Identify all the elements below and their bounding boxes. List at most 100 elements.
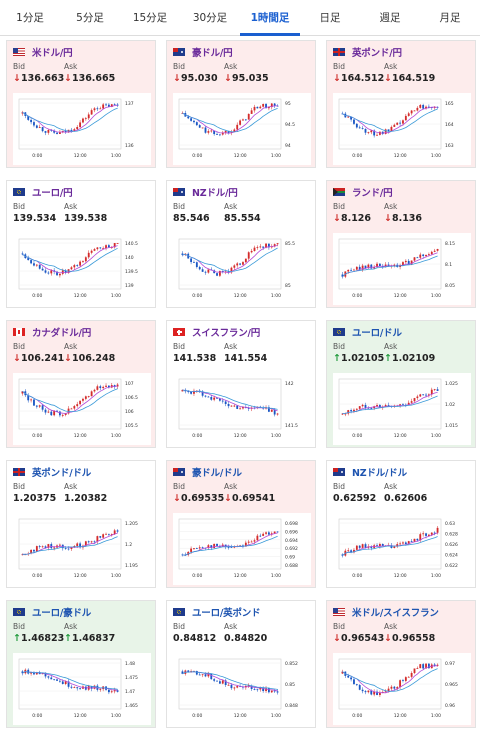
candle-body [210, 130, 213, 132]
price-row: ↓136.663↓136.665 [13, 73, 115, 84]
currency-card[interactable]: 米ドル/円 Bid Ask ↓136.663↓136.665 137 136 0:00 12:… [6, 40, 156, 168]
bid-price: 85.546 [173, 213, 210, 224]
y-tick-label: 1.205 [125, 521, 138, 527]
currency-pair-title[interactable]: 豪ドル/ドル [192, 468, 242, 479]
currency-pair-title[interactable]: NZドル/円 [192, 188, 238, 199]
x-tick-label: 0:00 [32, 153, 42, 159]
mini-chart[interactable]: 0.852 0.85 0.848 0:00 12:00 1:00 [173, 653, 311, 725]
x-tick-label: 1:00 [271, 293, 281, 299]
currency-card[interactable]: スイスフラン/円 Bid Ask 141.538 141.554 142 141.5 0:00… [166, 320, 316, 448]
y-tick-label: 1.48 [125, 661, 135, 667]
candle-body [53, 547, 56, 549]
mini-chart[interactable]: 142 141.5 0:00 12:00 1:00 [173, 373, 311, 445]
x-tick-label: 1:00 [271, 153, 281, 159]
currency-card[interactable]: ユーロ/ドル Bid Ask ↑1.02105↑1.02109 1.025 1.02 1.0… [326, 320, 476, 448]
mini-chart[interactable]: 165 164 163 0:00 12:00 1:00 [333, 93, 471, 165]
tab-6[interactable]: 週足 [379, 12, 401, 24]
currency-pair-title[interactable]: 米ドル/スイスフラン [352, 608, 439, 619]
currency-pair-title[interactable]: カナダドル/円 [32, 328, 92, 339]
mini-chart[interactable]: 107 106.5 106 105.5 0:00 12:00 1:00 [13, 373, 151, 445]
candle-body [102, 248, 105, 249]
moving-average-line [22, 245, 118, 274]
x-tick-label: 12:00 [234, 713, 247, 719]
currency-pair-title[interactable]: 英ポンド/円 [352, 48, 402, 59]
mini-chart[interactable]: 140.5 140 139.5 139 0:00 12:00 1:00 [13, 233, 151, 305]
tab-3[interactable]: 30分足 [192, 12, 228, 24]
candle-body [50, 270, 53, 274]
mini-chart[interactable]: 0.63 0.628 0.626 0.624 0.622 0:00 12:00 1:00 [333, 513, 471, 585]
mini-chart[interactable]: 95 94.5 94 0:00 12:00 1:00 [173, 93, 311, 165]
mini-chart[interactable]: 85.5 85 0:00 12:00 1:00 [173, 233, 311, 305]
candle-body [244, 258, 247, 263]
currency-pair-title[interactable]: ランド/円 [352, 188, 393, 199]
candle-body [413, 398, 416, 402]
x-tick-label: 1:00 [111, 153, 121, 159]
tab-7[interactable]: 月足 [439, 12, 461, 24]
currency-pair-title[interactable]: ユーロ/豪ドル [32, 608, 92, 619]
candle-body [259, 106, 262, 109]
mini-chart[interactable]: 1.205 1.2 1.195 0:00 12:00 1:00 [13, 513, 151, 585]
currency-card[interactable]: NZドル/円 Bid Ask 85.546 85.554 85.5 85 0:00 12:00 1… [166, 180, 316, 308]
tab-5[interactable]: 日足 [319, 12, 341, 24]
tab-1[interactable]: 5分足 [76, 12, 104, 24]
mini-chart[interactable]: 8.15 8.1 8.05 0:00 12:00 1:00 [333, 233, 471, 305]
mini-chart[interactable]: 0.698 0.696 0.694 0.692 0.69 0.688 0:00 12:00 1:… [173, 513, 311, 585]
mini-chart[interactable]: 1.025 1.02 1.015 0:00 12:00 1:00 [333, 373, 471, 445]
candle-body [404, 115, 407, 121]
mini-chart[interactable]: 137 136 0:00 12:00 1:00 [13, 93, 151, 165]
currency-card[interactable]: ユーロ/豪ドル Bid Ask ↑1.46823↑1.46837 1.48 1.475 1.… [6, 600, 156, 728]
candle-body [247, 685, 250, 687]
candle-body [93, 249, 96, 251]
x-tick-label: 1:00 [431, 713, 441, 719]
tab-4[interactable]: 1時間足 [240, 0, 300, 36]
currency-pair-title[interactable]: ユーロ/ドル [352, 328, 402, 339]
candle-body [41, 127, 44, 132]
arrow-down-icon: ↓ [333, 633, 341, 644]
candle-body [378, 263, 381, 267]
candle-body [198, 674, 201, 676]
candle-body [419, 534, 422, 541]
currency-card[interactable]: ランド/円 Bid Ask ↓8.126 ↓8.136 8.15 8.1 8.05 0:00 12… [326, 180, 476, 308]
currency-pair-title[interactable]: 豪ドル/円 [192, 48, 233, 59]
y-tick-label: 165 [445, 101, 454, 107]
currency-card[interactable]: 豪ドル/円 Bid Ask ↓95.030 ↓95.035 95 94.5 94 0:00 12:… [166, 40, 316, 168]
ask-label: Ask [384, 202, 398, 211]
candle-body [233, 687, 236, 689]
x-tick-label: 12:00 [74, 433, 87, 439]
candle-body [262, 246, 265, 248]
tab-0[interactable]: 1分足 [16, 12, 44, 24]
currency-pair-title[interactable]: ユーロ/円 [32, 188, 73, 199]
ask-price: 0.96558 [391, 633, 436, 644]
currency-pair-title[interactable]: NZドル/ドル [352, 468, 407, 479]
tab-2[interactable]: 15分足 [132, 12, 168, 24]
candle-body [64, 548, 67, 549]
price-row: ↑1.02105↑1.02109 [333, 353, 435, 364]
currency-card[interactable]: ユーロ/英ポンド Bid Ask 0.84812 0.84820 0.852 0.85 0.8… [166, 600, 316, 728]
candle-body [27, 395, 30, 401]
currency-pair-title[interactable]: スイスフラン/円 [192, 328, 261, 339]
candle-body [387, 405, 390, 406]
candle-body [427, 663, 430, 669]
currency-card[interactable]: 米ドル/スイスフラン Bid Ask ↓0.96543↓0.96558 0.97 0.96… [326, 600, 476, 728]
candle-body [410, 672, 413, 677]
currency-card[interactable]: 英ポンド/ドル Bid Ask 1.20375 1.20382 1.205 1.2 1.195… [6, 460, 156, 588]
currency-pair-title[interactable]: 米ドル/円 [32, 48, 73, 59]
currency-pair-title[interactable]: 英ポンド/ドル [32, 468, 92, 479]
candle-body [61, 681, 64, 685]
plot-frame [178, 238, 282, 290]
currency-card[interactable]: カナダドル/円 Bid Ask ↓106.241↓106.248 107 106.5 106… [6, 320, 156, 448]
candle-body [364, 404, 367, 408]
mini-chart[interactable]: 0.97 0.965 0.96 0:00 12:00 1:00 [333, 653, 471, 725]
currency-card[interactable]: 英ポンド/円 Bid Ask ↓164.512↓164.519 165 164 163 0:0… [326, 40, 476, 168]
candle-body [341, 554, 344, 556]
candle-body [270, 246, 273, 248]
candle-body [73, 265, 76, 268]
candle-body [53, 679, 56, 681]
currency-pair-title[interactable]: ユーロ/英ポンド [192, 608, 261, 619]
candle-body [73, 406, 76, 409]
candle-body [422, 394, 425, 396]
currency-card[interactable]: NZドル/ドル Bid Ask 0.62592 0.62606 0.63 0.628 0.62… [326, 460, 476, 588]
currency-card[interactable]: ユーロ/円 Bid Ask 139.534 139.538 140.5 140 139.5 13… [6, 180, 156, 308]
currency-card[interactable]: 豪ドル/ドル Bid Ask ↓0.69535↓0.69541 0.698 0.696 0.… [166, 460, 316, 588]
mini-chart[interactable]: 1.48 1.475 1.47 1.465 0:00 12:00 1:00 [13, 653, 151, 725]
